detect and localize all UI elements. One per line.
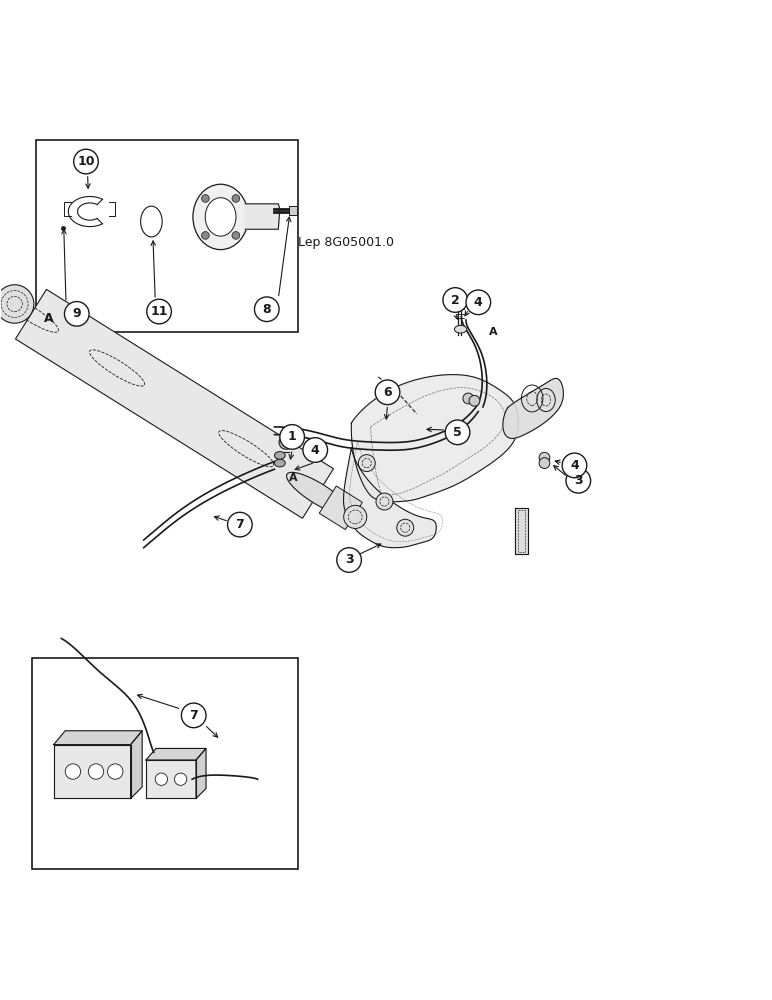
Circle shape [201, 232, 209, 239]
Ellipse shape [376, 493, 393, 510]
Polygon shape [351, 375, 518, 502]
Circle shape [147, 299, 171, 324]
Circle shape [232, 195, 239, 202]
Circle shape [65, 302, 89, 326]
Polygon shape [245, 204, 279, 229]
Polygon shape [130, 731, 142, 798]
Text: 3: 3 [574, 474, 583, 487]
Polygon shape [196, 748, 206, 798]
Text: 10: 10 [77, 155, 95, 168]
Text: A: A [44, 312, 53, 325]
Ellipse shape [397, 519, 414, 536]
Ellipse shape [0, 285, 34, 323]
Circle shape [375, 380, 400, 405]
Circle shape [466, 290, 491, 315]
Text: 7: 7 [189, 709, 198, 722]
Text: 2: 2 [451, 294, 459, 307]
Circle shape [303, 438, 327, 462]
Ellipse shape [358, 455, 375, 472]
Ellipse shape [463, 393, 474, 404]
Circle shape [107, 764, 123, 779]
FancyBboxPatch shape [289, 206, 296, 215]
Circle shape [174, 773, 187, 785]
Ellipse shape [286, 472, 350, 515]
Circle shape [445, 420, 470, 445]
Circle shape [255, 297, 279, 322]
Circle shape [73, 149, 98, 174]
Polygon shape [146, 748, 206, 760]
Polygon shape [54, 745, 130, 798]
Ellipse shape [275, 452, 285, 459]
Ellipse shape [205, 198, 236, 236]
Ellipse shape [279, 435, 293, 449]
Text: 3: 3 [345, 553, 354, 566]
Text: 8: 8 [262, 303, 271, 316]
Text: 1: 1 [288, 430, 296, 443]
Text: 4: 4 [474, 296, 482, 309]
Text: 11: 11 [151, 305, 168, 318]
FancyBboxPatch shape [32, 658, 297, 869]
Ellipse shape [469, 395, 480, 406]
Ellipse shape [275, 459, 285, 467]
Polygon shape [54, 731, 142, 745]
Text: 4: 4 [570, 459, 579, 472]
Circle shape [181, 703, 206, 728]
Text: A: A [290, 473, 298, 483]
Text: 4: 4 [311, 444, 320, 457]
Polygon shape [146, 760, 196, 798]
Circle shape [443, 288, 468, 312]
Circle shape [539, 458, 550, 468]
Circle shape [337, 548, 361, 572]
Circle shape [566, 468, 591, 493]
Text: 5: 5 [453, 426, 462, 439]
Circle shape [562, 453, 587, 478]
Circle shape [88, 764, 103, 779]
Circle shape [66, 764, 80, 779]
Text: Lep 8G05001.0: Lep 8G05001.0 [297, 236, 394, 249]
Circle shape [232, 232, 239, 239]
Circle shape [539, 452, 550, 463]
Ellipse shape [193, 184, 249, 250]
Polygon shape [503, 378, 564, 438]
Text: 9: 9 [73, 307, 81, 320]
Polygon shape [344, 448, 436, 548]
Circle shape [228, 512, 252, 537]
Text: 7: 7 [235, 518, 244, 531]
Ellipse shape [455, 325, 467, 333]
Circle shape [279, 425, 304, 449]
Polygon shape [15, 289, 334, 518]
Polygon shape [515, 508, 528, 554]
Text: A: A [489, 327, 498, 337]
Circle shape [155, 773, 168, 785]
FancyBboxPatch shape [36, 140, 297, 332]
Circle shape [201, 195, 209, 202]
Ellipse shape [344, 505, 367, 528]
Polygon shape [320, 486, 362, 530]
Text: 6: 6 [383, 386, 392, 399]
